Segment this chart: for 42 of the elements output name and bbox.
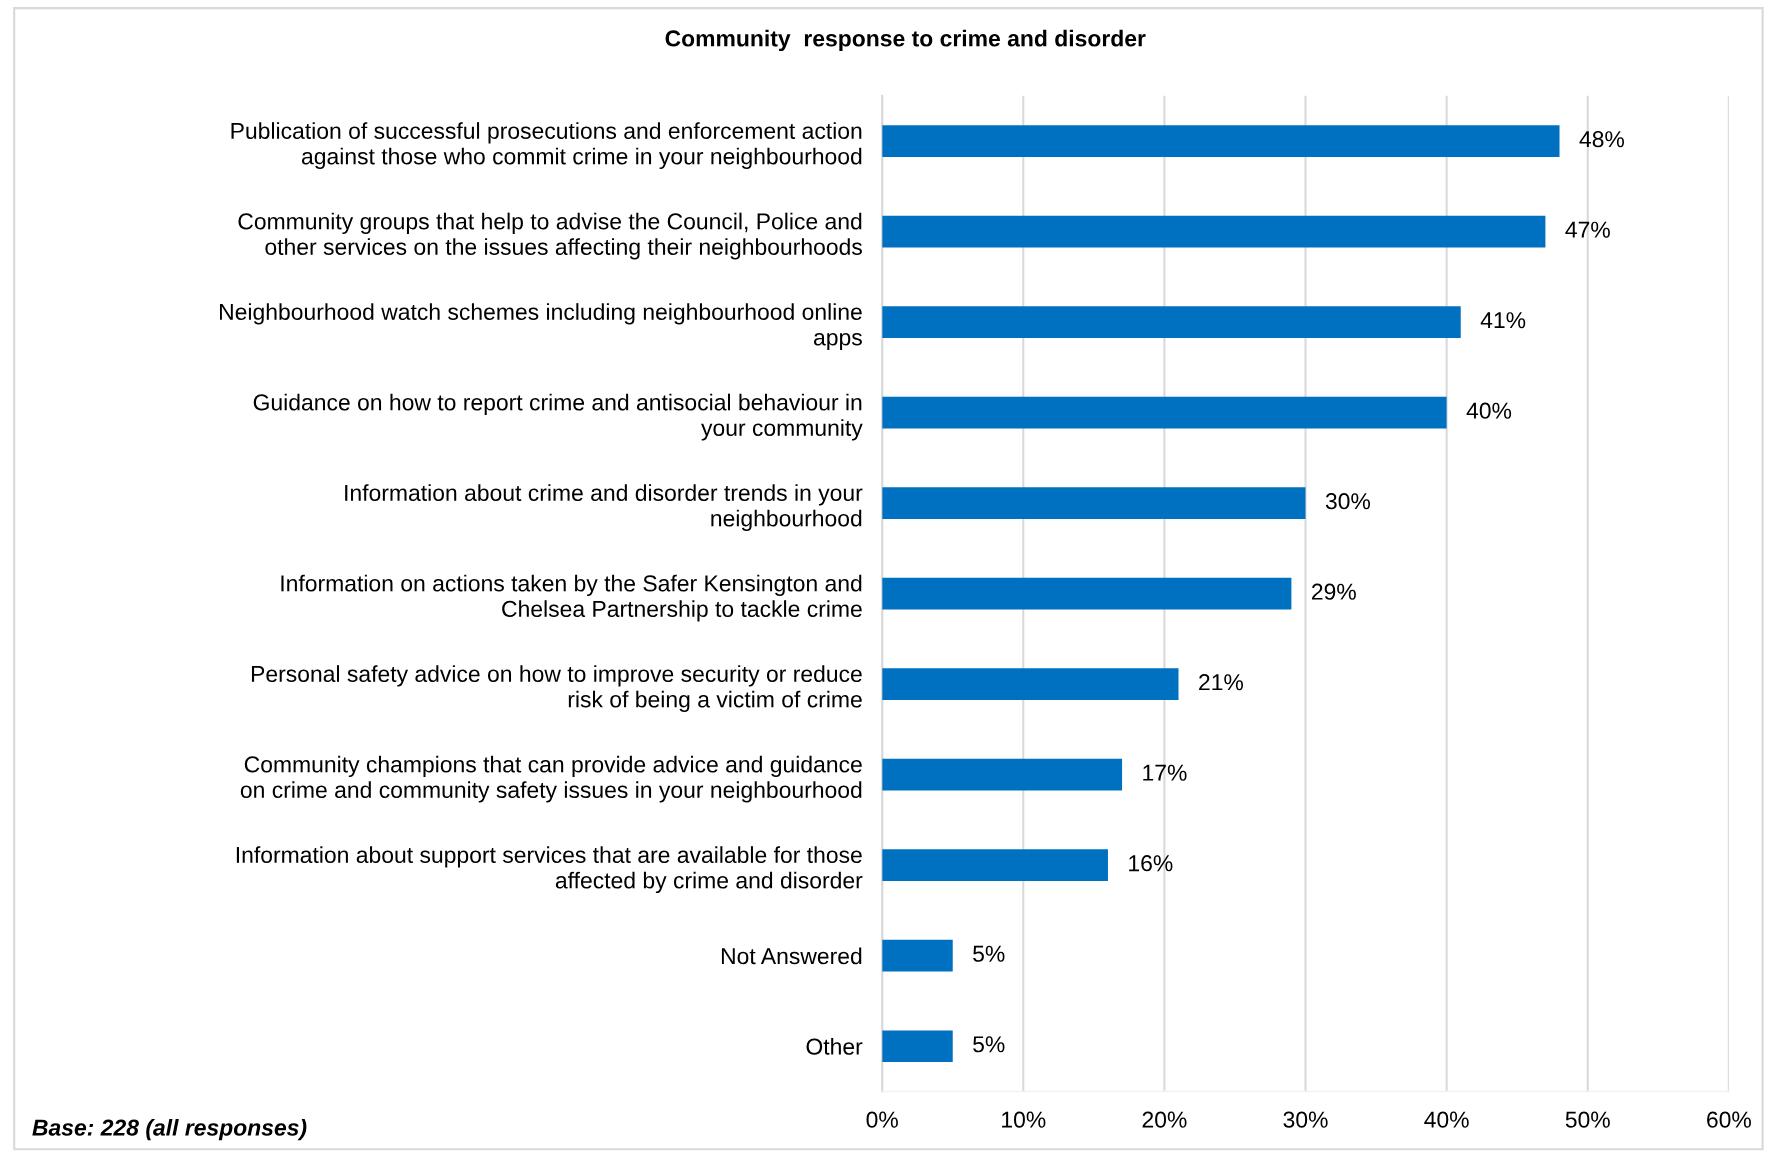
x-tick-label: 50% bbox=[1565, 1111, 1610, 1128]
y-tick-label: Information about crime and disorder trends in your neighbourhood bbox=[345, 484, 863, 532]
y-tick-label: Information about support services that are available for those affected by crime and disorder bbox=[236, 846, 863, 894]
data-label: 40% bbox=[1466, 402, 1512, 419]
x-tick-label: 20% bbox=[1142, 1111, 1187, 1128]
data-label: 29% bbox=[1312, 583, 1356, 600]
y-tick-label: Guidance on how to report crime and antisocial behaviour in your community bbox=[253, 393, 863, 441]
data-label: 21% bbox=[1199, 674, 1244, 691]
data-label: 5% bbox=[973, 945, 1005, 962]
data-label: 48% bbox=[1579, 131, 1625, 148]
data-label: 47% bbox=[1565, 221, 1610, 238]
y-tick-label: Neighbourhood watch schemes including neighbourhood online apps bbox=[219, 303, 862, 351]
bar bbox=[882, 215, 1546, 248]
data-label: 41% bbox=[1480, 312, 1526, 329]
data-label: 30% bbox=[1325, 493, 1371, 510]
x-tick-label: 40% bbox=[1424, 1111, 1469, 1128]
y-tick-label: Publication of successful prosecutions and enforcement action against those who commit crime in your neighbourhood bbox=[231, 122, 862, 170]
text: Base: 228 (all responses) bbox=[32, 1118, 307, 1141]
y-tick-label: Information on actions taken by the Safer Kensington and Chelsea Partnership to tackle crime bbox=[281, 574, 862, 622]
y-tick-label: Not Answered bbox=[721, 947, 862, 965]
x-tick-label: 0% bbox=[866, 1111, 898, 1128]
bar bbox=[882, 396, 1447, 429]
bar bbox=[882, 1030, 953, 1063]
y-tick-label: Other bbox=[806, 1037, 863, 1055]
y-tick-label: Personal safety advice on how to improve security or reduce risk of being a victim of crime bbox=[251, 665, 862, 713]
data-label: 17% bbox=[1143, 764, 1187, 781]
bar bbox=[882, 668, 1179, 701]
bar bbox=[882, 939, 953, 972]
bar bbox=[882, 577, 1292, 610]
y-tick-label: Community groups that help to advise the Council, Police and other services on the issues affecting their neighbourhoods bbox=[238, 212, 862, 260]
chart-title: Community response to crime and disorder bbox=[665, 29, 1146, 52]
bar bbox=[882, 487, 1306, 519]
x-tick-label: 10% bbox=[1002, 1111, 1046, 1128]
bar bbox=[882, 306, 1461, 338]
data-label: 5% bbox=[973, 1036, 1005, 1053]
bar bbox=[882, 758, 1123, 791]
data-label: 16% bbox=[1129, 855, 1173, 872]
bar bbox=[882, 849, 1108, 882]
y-tick-label: Community champions that can provide advice and guidance on crime and community safety issues in your neighbourhood bbox=[240, 755, 862, 803]
x-tick-label: 30% bbox=[1283, 1111, 1328, 1128]
x-tick-label: 60% bbox=[1707, 1111, 1751, 1128]
bar bbox=[882, 125, 1560, 157]
